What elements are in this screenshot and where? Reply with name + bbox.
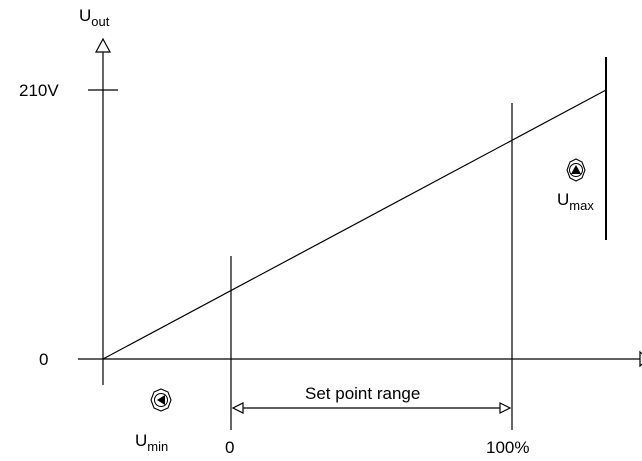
y-tick-label-zero: 0 (39, 350, 48, 369)
umax-knob-icon (566, 158, 586, 182)
x-tick-label-100: 100% (486, 438, 529, 457)
y-axis-label-main: U (79, 6, 91, 25)
umax-label: Umax (557, 190, 594, 213)
setpoint-range-label: Set point range (305, 384, 420, 403)
x-tick-label-zero: 0 (225, 438, 234, 457)
characteristic-line (102, 89, 607, 360)
y-axis-arrowhead (94, 37, 112, 53)
umin-label-sub: min (147, 439, 168, 454)
umin-label: Umin (135, 431, 168, 454)
y-tick-label-210v: 210V (19, 81, 59, 100)
umin-knob-icon (150, 388, 172, 412)
setpoint-range-arrowhead-left (231, 402, 244, 414)
setpoint-range-arrowhead-right (499, 402, 512, 414)
y-axis-label-sub: out (91, 14, 109, 29)
umin-label-main: U (135, 431, 147, 450)
umax-label-sub: max (569, 198, 594, 213)
y-axis-label: Uout (79, 6, 110, 29)
umax-label-main: U (557, 190, 569, 209)
